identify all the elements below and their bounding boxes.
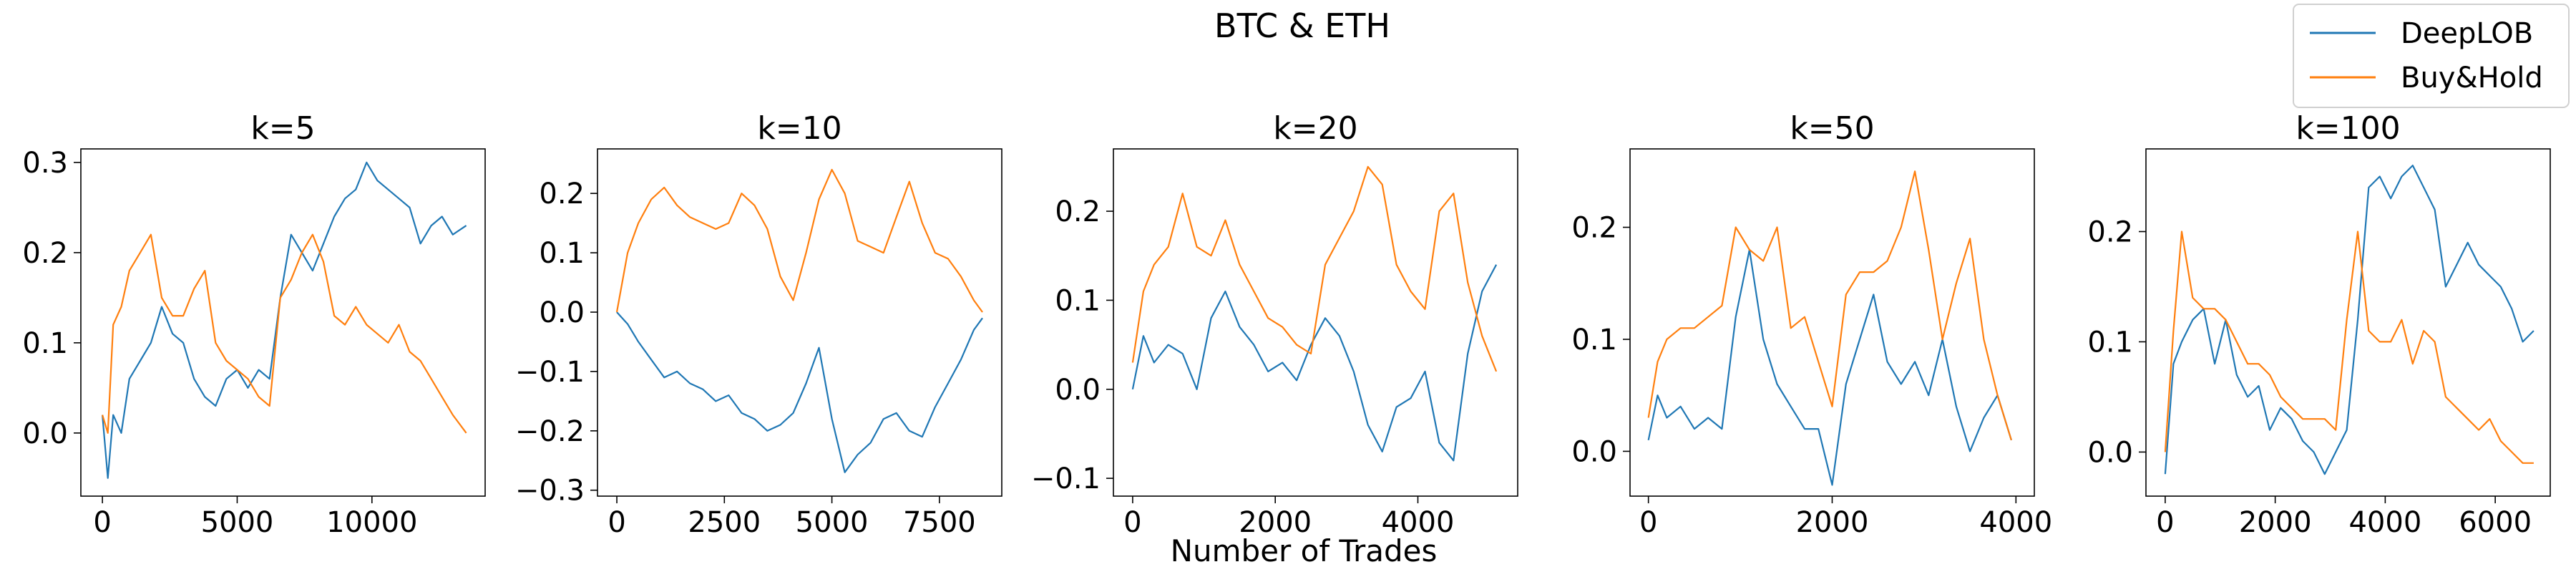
series-line-buyhold [615,168,983,313]
x-tick-label: 0 [608,506,625,539]
y-tick-label: −0.1 [1031,462,1101,495]
subplot-title: k=50 [1790,110,1874,147]
y-tick-label: 0.0 [22,417,68,450]
y-tick-label: 0.2 [2087,215,2133,248]
y-tick-label: 0.1 [2087,326,2133,359]
subplot-k-50: k=50 0 2000 4000 0.0 0.1 0.2 [1571,110,2052,539]
series-line-buyhold [1131,165,1498,372]
y-tick-label: 0.1 [1055,284,1101,317]
subplot-k-100: k=100 0 2000 4000 6000 0.0 0.1 0.2 [2087,110,2551,539]
x-tick-label: 2000 [1796,506,1869,539]
y-tick-label: −0.2 [515,415,585,448]
legend-label-buyhold: Buy&Hold [2401,62,2543,94]
series-line-deeplob [616,311,983,473]
subplot-title: k=5 [250,110,315,147]
y-tick-label: −0.3 [515,475,585,508]
y-tick-label: 0.3 [22,147,68,180]
axes-frame [1113,148,1518,497]
subplot-k-20: k=20 0 2000 4000 −0.1 0.0 0.1 0.2 [1031,110,1518,539]
axes-frame [597,148,1002,497]
x-tick-label: 4000 [2348,506,2421,539]
x-tick-label: 10000 [326,506,417,539]
legend-frame [2293,4,2570,108]
y-tick-label: 0.0 [2087,436,2133,469]
y-tick-label: 0.1 [1571,324,1617,357]
x-tick-label: 6000 [2459,506,2532,539]
y-tick-label: 0.2 [22,237,68,270]
x-tick-label: 4000 [1979,506,2052,539]
y-tick-label: 0.2 [1055,195,1101,228]
series-line-buyhold [102,233,467,434]
y-tick-label: 0.1 [22,327,68,360]
x-tick-label: 0 [1639,506,1657,539]
subplot-k-10: k=10 0 2500 5000 7500 −0.3 −0.2 −0.1 0.0 0.1 0.2 [515,110,1002,539]
x-tick-label: 7500 [903,506,976,539]
legend: DeepLOB Buy&Hold [2293,4,2570,108]
x-tick-label: 0 [1123,506,1141,539]
series-line-deeplob [2164,165,2534,475]
y-tick-label: 0.0 [1571,435,1617,468]
figure-title: BTC & ETH [1214,6,1390,45]
x-axis-label: Number of Trades [1171,533,1438,567]
x-tick-label: 4000 [1382,506,1455,539]
x-tick-label: 2500 [688,506,761,539]
x-tick-label: 0 [93,506,111,539]
series-line-buyhold [1647,170,2012,441]
series-line-deeplob [1131,264,1498,462]
y-tick-label: 0.0 [1055,374,1101,407]
axes-frame [80,148,486,497]
subplot-title: k=100 [2296,110,2400,147]
subplot-title: k=10 [757,110,841,147]
y-tick-label: 0.2 [539,178,585,210]
series-line-deeplob [102,161,467,479]
axes-frame [2145,148,2551,497]
series-line-buyhold [2164,231,2534,464]
x-tick-label: 2000 [2239,506,2312,539]
y-tick-label: 0.2 [1571,212,1617,245]
x-tick-label: 0 [2156,506,2174,539]
subplot-k-5: k=5 0 5000 10000 0.0 0.1 0.2 0.3 [22,110,486,539]
x-tick-label: 2000 [1239,506,1312,539]
x-tick-label: 5000 [201,506,274,539]
series-line-deeplob [1647,248,2012,486]
legend-label-deeplob: DeepLOB [2401,17,2533,50]
y-tick-label: 0.1 [539,237,585,270]
y-tick-label: −0.1 [515,356,585,389]
subplot-title: k=20 [1273,110,1357,147]
y-tick-label: 0.0 [539,296,585,329]
x-tick-label: 5000 [796,506,869,539]
